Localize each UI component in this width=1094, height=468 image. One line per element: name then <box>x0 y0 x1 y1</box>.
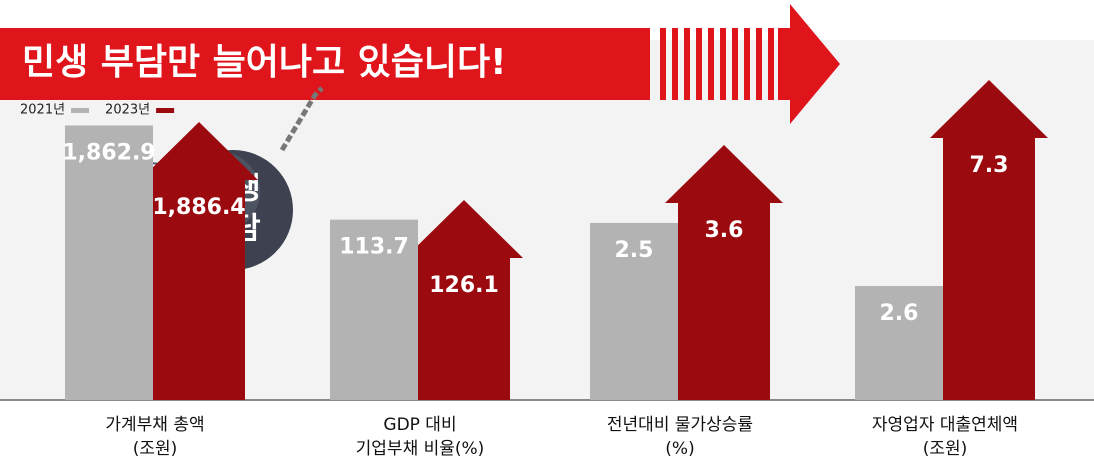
legend-swatch <box>71 108 89 113</box>
x-tick-label: 기업부채 비율(%) <box>356 439 485 459</box>
value-label: 2.5 <box>615 238 654 263</box>
legend-label: 2021년 <box>20 103 65 118</box>
value-label: 7.3 <box>970 153 1009 178</box>
x-tick-label: (조원) <box>133 439 178 459</box>
value-label: 126.1 <box>429 273 499 298</box>
value-label: 3.6 <box>705 218 744 243</box>
chart: 민생 부담만 늘어나고 있습니다! 민생 부담 2021년2023년1,862.… <box>0 0 1094 468</box>
value-label: 1,886.4 <box>152 195 245 220</box>
legend-swatch <box>156 108 174 113</box>
chart-title: 민생 부담만 늘어나고 있습니다! <box>22 42 507 83</box>
bar <box>65 125 153 400</box>
value-label: 113.7 <box>339 235 409 260</box>
x-tick-label: (조원) <box>923 439 968 459</box>
arrow-bar <box>930 80 1048 400</box>
x-tick-label: 가계부채 총액 <box>105 415 204 435</box>
x-tick-label: GDP 대비 <box>383 415 456 435</box>
x-tick-label: 자영업자 대출연체액 <box>872 415 1018 435</box>
x-tick-label: 전년대비 물가상승률 <box>607 415 753 435</box>
value-label: 2.6 <box>880 301 919 326</box>
x-tick-label: (%) <box>665 439 694 459</box>
legend-label: 2023년 <box>105 103 150 118</box>
value-label: 1,862.9 <box>62 140 155 165</box>
arrow-bar <box>140 122 258 400</box>
